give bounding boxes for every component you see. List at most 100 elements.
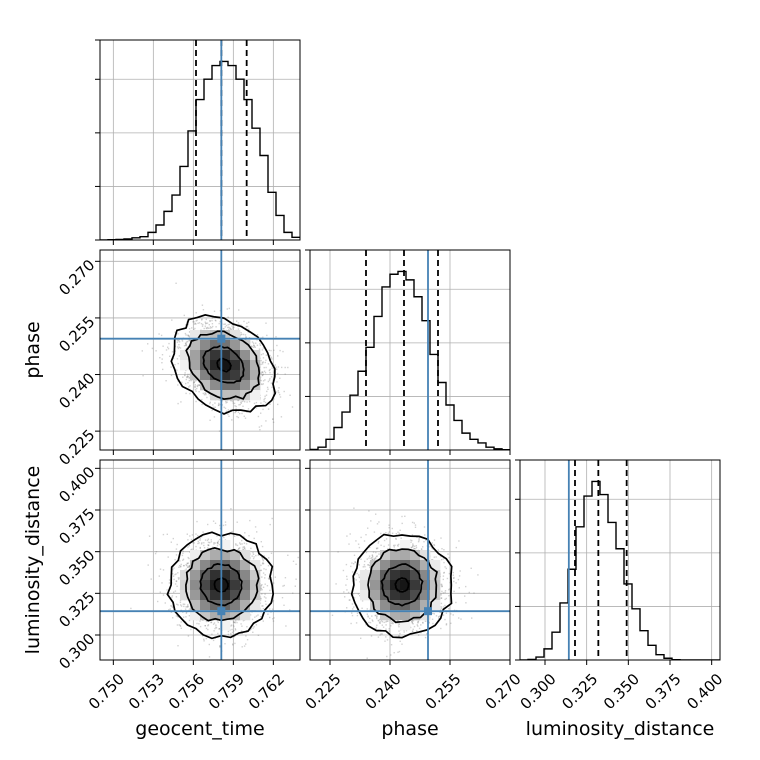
scatter-point	[188, 619, 191, 622]
scatter-point	[241, 539, 243, 542]
scatter-point	[182, 558, 185, 560]
scatter-point	[281, 366, 283, 369]
scatter-point	[259, 343, 261, 345]
scatter-point	[249, 519, 251, 522]
scatter-point	[214, 542, 216, 544]
scatter-point	[212, 546, 214, 548]
scatter-point	[232, 643, 234, 645]
scatter-point	[215, 626, 217, 628]
scatter-point	[264, 583, 266, 585]
scatter-point	[205, 327, 207, 329]
scatter-point	[234, 642, 236, 645]
scatter-point	[243, 535, 245, 538]
scatter-point	[207, 544, 209, 546]
scatter-point	[260, 359, 262, 362]
scatter-point	[235, 410, 237, 412]
scatter-point	[175, 596, 178, 598]
scatter-point	[248, 321, 250, 323]
scatter-point	[236, 415, 238, 418]
scatter-point	[207, 624, 210, 626]
scatter-point	[251, 618, 254, 621]
scatter-point	[244, 532, 246, 534]
scatter-point	[265, 603, 267, 605]
density-block	[180, 590, 191, 601]
scatter-point	[200, 543, 203, 545]
scatter-point	[182, 603, 184, 605]
scatter-point	[211, 323, 214, 325]
histogram-luminosity-distance	[520, 460, 720, 660]
scatter-point	[263, 555, 265, 557]
scatter-point	[261, 361, 264, 364]
scatter-point	[155, 551, 158, 553]
scatter-point	[216, 544, 219, 547]
scatter-point	[264, 577, 266, 579]
scatter-point	[262, 383, 264, 385]
scatter-point	[186, 376, 188, 379]
scatter-point	[215, 326, 217, 328]
contour-lines	[170, 314, 277, 415]
scatter-point	[175, 554, 178, 556]
scatter-point	[167, 348, 170, 350]
scatter-point	[376, 615, 378, 617]
scatter-point	[212, 406, 215, 408]
scatter-point	[232, 402, 234, 404]
scatter-point	[176, 615, 179, 617]
scatter-point	[174, 573, 176, 576]
scatter-point	[260, 598, 262, 600]
scatter-point	[273, 398, 275, 400]
scatter-point	[248, 400, 251, 403]
density-blocks	[180, 540, 261, 631]
scatter-point	[242, 549, 245, 551]
scatter-point	[268, 379, 271, 381]
scatter-point	[185, 334, 187, 336]
scatter-point	[375, 513, 377, 515]
scatter-point	[261, 374, 264, 376]
scatter-point	[201, 318, 203, 320]
scatter-point	[177, 384, 179, 386]
scatter-point	[186, 566, 189, 568]
scatter-point	[251, 345, 253, 348]
scatter-point	[185, 616, 187, 618]
scatter-point	[217, 632, 219, 635]
scatter-point	[185, 344, 187, 347]
scatter-point	[237, 328, 240, 330]
scatter-point	[216, 620, 219, 622]
scatter-point	[201, 325, 204, 327]
scatter-point	[180, 604, 182, 606]
scatter-point	[199, 538, 201, 540]
scatter-point	[202, 323, 204, 326]
scatter-point	[243, 645, 246, 647]
scatter-point	[195, 545, 197, 548]
scatter-point	[213, 548, 215, 551]
scatter-point	[191, 534, 194, 536]
scatter-point	[292, 560, 295, 562]
density-block	[230, 610, 241, 621]
scatter-point	[188, 566, 191, 568]
scatter-point	[180, 621, 182, 623]
scatter-point	[212, 325, 214, 328]
scatter-point	[259, 344, 262, 346]
density-block	[230, 390, 241, 401]
scatter-point	[209, 320, 211, 322]
scatter-point	[255, 624, 258, 626]
scatter-point	[198, 391, 200, 393]
scatter-point	[171, 596, 173, 599]
scatter-point	[272, 601, 274, 603]
scatter-point	[239, 543, 242, 545]
scatter-point	[244, 334, 247, 336]
scatter-point	[246, 325, 248, 328]
scatter-point	[226, 401, 228, 403]
scatter-point	[187, 546, 189, 548]
scatter-point	[168, 582, 171, 584]
scatter-point	[194, 386, 196, 388]
scatter-point	[190, 379, 192, 382]
scatter-point	[178, 346, 180, 348]
scatter-point	[274, 364, 276, 366]
scatter-point	[170, 541, 172, 543]
scatter-point	[196, 385, 198, 387]
scatter-point	[260, 569, 262, 571]
scatter-point	[260, 402, 262, 404]
scatter-point	[175, 615, 178, 617]
scatter-point	[271, 365, 274, 368]
scatter-point	[249, 629, 251, 631]
